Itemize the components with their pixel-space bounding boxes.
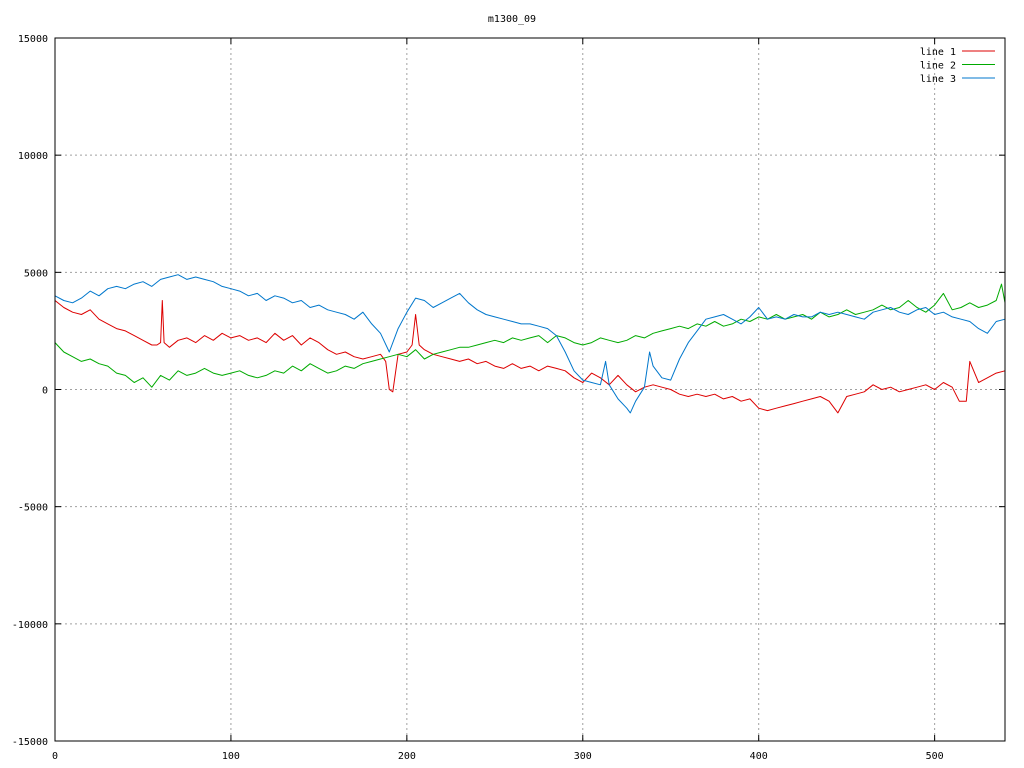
legend-label-3: line 3: [920, 74, 956, 85]
y-tick-label: 15000: [18, 34, 48, 45]
y-tick-label: -5000: [18, 503, 48, 514]
x-tick-label: 400: [750, 751, 768, 762]
x-tick-label: 0: [52, 751, 58, 762]
chart-title: m1300_09: [488, 14, 536, 25]
x-axis-ticks: 0 100 200 300 400 500: [52, 38, 944, 762]
y-tick-label: 0: [42, 386, 48, 397]
y-tick-label: -15000: [12, 737, 48, 748]
grid: [55, 38, 1005, 741]
series-line-2: [54, 283, 1006, 388]
legend-label-1: line 1: [920, 47, 956, 58]
legend: line 1 line 2 line 3: [920, 47, 995, 85]
series-lines: [54, 274, 1006, 414]
series-line-3: [54, 274, 1006, 414]
y-tick-label: 5000: [24, 268, 48, 279]
x-tick-label: 200: [398, 751, 416, 762]
y-tick-label: 10000: [18, 151, 48, 162]
y-tick-label: -10000: [12, 620, 48, 631]
legend-label-2: line 2: [920, 61, 956, 72]
x-tick-label: 500: [926, 751, 944, 762]
series-line-1: [54, 300, 1006, 414]
y-axis-ticks: -15000 -10000 -5000 0 5000 10000 15000: [12, 34, 1005, 748]
x-tick-label: 300: [574, 751, 592, 762]
plot-frame: [54, 37, 1006, 742]
x-tick-label: 100: [222, 751, 240, 762]
